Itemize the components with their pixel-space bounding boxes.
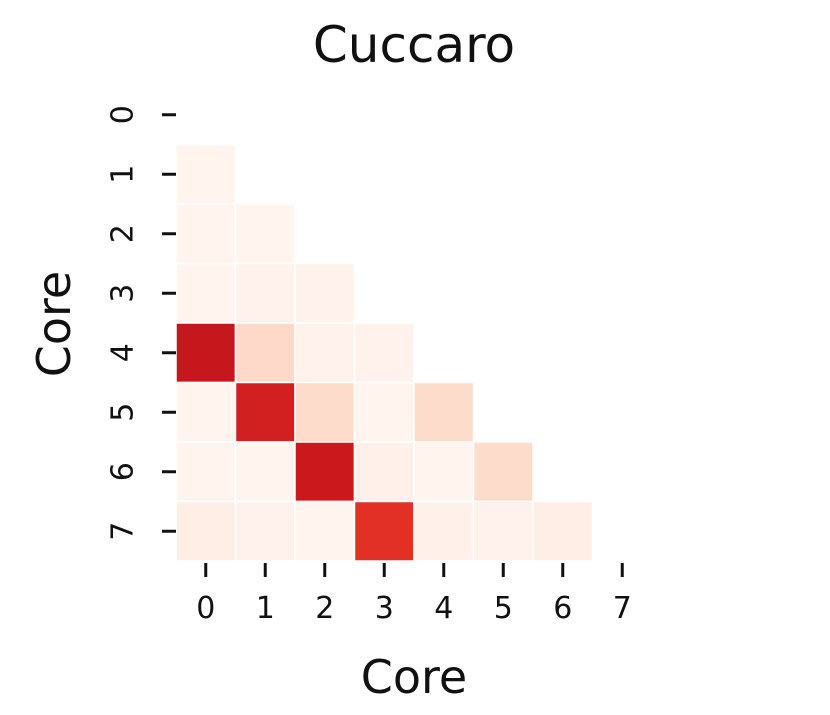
heatmap-cell-6-0 [175, 441, 237, 503]
y-tick-label-6: 6 [106, 462, 141, 481]
x-tick-label-6: 6 [553, 591, 572, 626]
x-tick-label-4: 4 [434, 591, 453, 626]
heatmap-cells [175, 143, 594, 562]
heatmap-cell-4-3 [353, 322, 415, 384]
heatmap-cell-3-2 [294, 262, 356, 324]
y-tick-label-0: 0 [106, 105, 141, 124]
heatmap-cell-5-3 [353, 381, 415, 443]
heatmap-cell-4-2 [294, 322, 356, 384]
x-tick-label-2: 2 [315, 591, 334, 626]
heatmap-cell-4-1 [234, 322, 296, 384]
heatmap-cell-7-3 [353, 500, 415, 562]
heatmap-cell-2-1 [234, 203, 296, 265]
heatmap-cell-6-2 [294, 441, 356, 503]
y-tick-label-5: 5 [106, 403, 141, 422]
x-tick-label-1: 1 [256, 591, 275, 626]
heatmap-cell-5-0 [175, 381, 237, 443]
x-tick-label-5: 5 [494, 591, 513, 626]
heatmap-cell-7-2 [294, 500, 356, 562]
heatmap-cell-7-5 [472, 500, 534, 562]
x-tick-label-7: 7 [613, 591, 632, 626]
heatmap-cell-5-4 [413, 381, 475, 443]
heatmap-cell-7-4 [413, 500, 475, 562]
x-axis-ticks: 0 1 2 3 4 5 6 7 [196, 563, 632, 626]
y-tick-label-1: 1 [106, 165, 141, 184]
heatmap-cell-7-6 [532, 500, 594, 562]
heatmap-cell-4-0 [175, 322, 237, 384]
heatmap-cell-7-1 [234, 500, 296, 562]
y-axis-label: Core [27, 271, 81, 377]
y-tick-label-4: 4 [106, 343, 141, 362]
heatmap-cell-6-3 [353, 441, 415, 503]
y-tick-label-7: 7 [106, 522, 141, 541]
heatmap-cell-6-1 [234, 441, 296, 503]
x-axis-label: Core [361, 650, 467, 704]
heatmap-cell-6-4 [413, 441, 475, 503]
heatmap-cell-7-0 [175, 500, 237, 562]
heatmap-cell-2-0 [175, 203, 237, 265]
y-tick-label-2: 2 [106, 224, 141, 243]
y-axis-ticks: 0 1 2 3 4 5 6 7 [106, 105, 176, 541]
heatmap-cell-5-1 [234, 381, 296, 443]
heatmap-cell-6-5 [472, 441, 534, 503]
heatmap-cell-3-1 [234, 262, 296, 324]
y-tick-label-3: 3 [106, 284, 141, 303]
heatmap-cell-5-2 [294, 381, 356, 443]
heatmap-cell-3-0 [175, 262, 237, 324]
x-tick-label-3: 3 [375, 591, 394, 626]
heatmap-cell-1-0 [175, 143, 237, 205]
x-tick-label-0: 0 [196, 591, 215, 626]
chart-title: Cuccaro [313, 16, 515, 74]
